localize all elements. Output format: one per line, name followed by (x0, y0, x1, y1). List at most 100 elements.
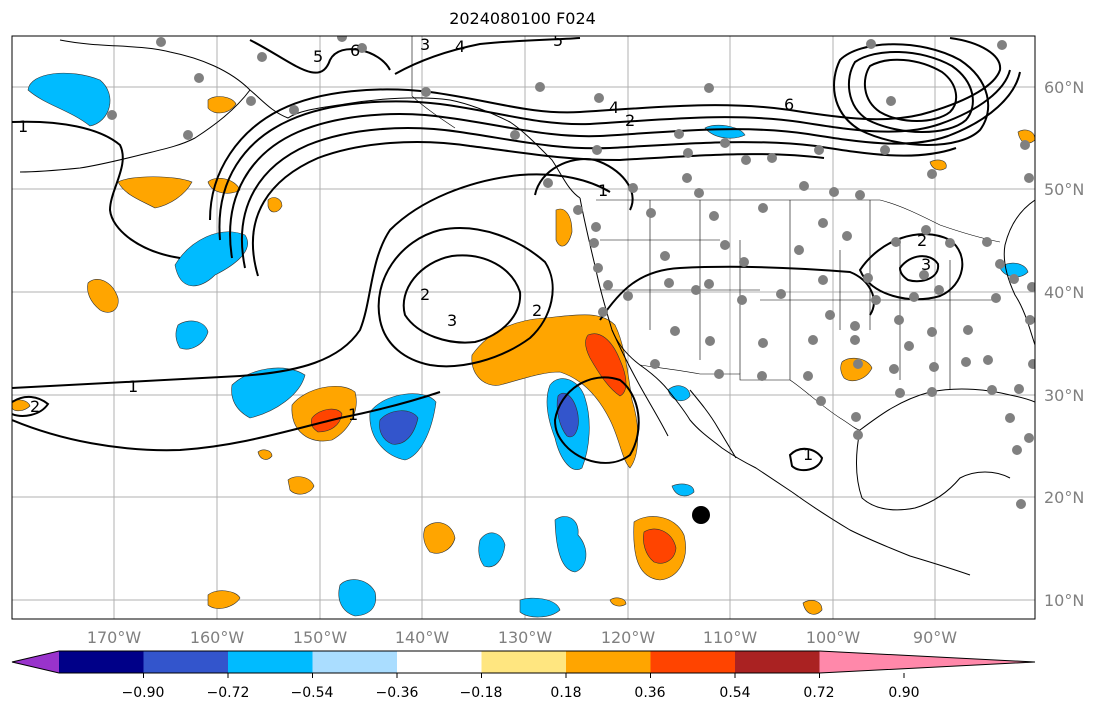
contour-high-ne-2 (848, 50, 974, 133)
colorbar-extend-high (819, 651, 1035, 673)
lat-label: 20°N (1044, 488, 1084, 507)
lon-label: 90°W (913, 628, 957, 647)
colorbar-segment (143, 651, 229, 673)
pos-anomaly-14 (12, 399, 31, 412)
contour-high-ne-3 (863, 58, 958, 122)
colorbar (11, 650, 1036, 678)
contour-mex-small (788, 447, 824, 472)
contour-label: 1 (803, 445, 813, 464)
lon-label: 100°W (806, 628, 861, 647)
colorbar-segment (735, 651, 820, 673)
contour-label: 1 (348, 405, 358, 424)
contour-1-lower-2 (12, 391, 441, 452)
colorbar-tick-label: −0.90 (122, 685, 165, 701)
colorbar-tick-label: 0.18 (550, 685, 581, 701)
contour-label: 2 (625, 111, 635, 130)
colorbar-tick-label: 0.36 (634, 685, 665, 701)
coastline-gulf-of-mexico (859, 388, 1035, 431)
pos-anomaly-4 (423, 522, 456, 554)
contour-east-low-2 (898, 255, 940, 283)
lon-label: 160°W (190, 628, 245, 647)
contour-sw-trough (599, 265, 875, 321)
pos-anomaly-16 (609, 597, 627, 607)
contour-2-west (12, 396, 50, 417)
pos-anomaly-7 (207, 96, 237, 114)
contour-label: 2 (30, 397, 40, 416)
neg-anomaly-6 (478, 532, 506, 568)
pos-anomaly-mex-core (643, 528, 677, 564)
contour-2-center (377, 227, 554, 368)
coastline-mexico-central (791, 491, 971, 576)
colorbar-tick-label: 0.90 (888, 685, 919, 701)
lat-label: 10°N (1044, 591, 1084, 610)
neg-anomaly-7 (175, 320, 209, 350)
contour-jet-1 (209, 37, 1002, 221)
lat-label: 30°N (1044, 386, 1084, 405)
coastline-yucatan (855, 429, 1011, 511)
contour-1-lower (12, 173, 611, 389)
lon-label: 110°W (703, 628, 758, 647)
neg-anomaly-2-core (379, 410, 419, 445)
pos-anomaly-baja-core (585, 333, 627, 397)
coastline-baja (611, 329, 669, 437)
contour-label: 6 (350, 41, 360, 60)
neg-anomaly-3-core (556, 392, 579, 438)
pos-anomaly-8 (207, 590, 241, 609)
coastline-alaska-peninsula (19, 89, 251, 173)
us-canada-border (596, 199, 1001, 243)
colorbar-segment (228, 651, 313, 673)
colorbar-tick-label: 0.72 (803, 685, 834, 701)
lon-label: 120°W (601, 628, 656, 647)
pos-anomaly-5 (287, 476, 315, 495)
pos-anomaly-9 (267, 197, 283, 213)
contour-label: 1 (598, 181, 608, 200)
colorbar-ticks: −0.90 −0.72 −0.54 −0.36 −0.18 0.18 0.36 … (122, 685, 920, 701)
pos-anomaly-1 (117, 176, 193, 209)
colorbar-segment (59, 651, 144, 673)
contour-high-ne (833, 43, 990, 146)
colorbar-extend-low (12, 651, 59, 673)
map-frame (11, 35, 1036, 620)
latitude-labels: 60°N 50°N 40°N 30°N 20°N 10°N (1044, 78, 1084, 610)
contour-label: 3 (420, 35, 430, 54)
contour-label: 6 (784, 95, 794, 114)
contour-upper-1 (249, 39, 391, 74)
colorbar-outline (11, 650, 1036, 674)
contour-label: 2 (917, 231, 927, 250)
lon-label: 130°W (498, 628, 553, 647)
station-markers (107, 36, 1035, 509)
contour-jet-3 (229, 71, 1021, 259)
contour-upper-2 (394, 37, 581, 75)
pos-anomaly-13 (802, 600, 823, 615)
coastlines (19, 39, 1035, 576)
lon-label: 150°W (293, 628, 348, 647)
center-marker (692, 506, 710, 524)
pos-anomaly-11 (1017, 129, 1035, 144)
contour-1-west (12, 120, 181, 259)
contour-label: 4 (455, 37, 465, 56)
us-mexico-border (639, 364, 861, 431)
pos-anomaly-6 (840, 357, 873, 381)
alaska-canada-border (411, 36, 456, 129)
colorbar-segment (566, 651, 651, 673)
neg-anomaly-4 (554, 516, 587, 573)
gridlines (12, 36, 1035, 619)
pos-anomaly-3 (87, 279, 119, 313)
colorbar-tick-label: −0.36 (376, 685, 419, 701)
neg-anomaly-5 (338, 579, 376, 617)
colorbar-segment (650, 651, 736, 673)
neg-anomaly-1 (231, 367, 306, 419)
coastline-gulf (689, 389, 737, 459)
colorbar-tick-label: −0.54 (291, 685, 334, 701)
contour-jet-5 (252, 141, 825, 277)
pos-anomaly-12 (929, 159, 947, 171)
neg-anomaly-12 (671, 483, 695, 497)
contour-3-center (402, 254, 522, 344)
contour-label: 5 (553, 31, 563, 50)
colorbar-segment (312, 651, 398, 673)
contour-label: 1 (18, 117, 28, 136)
colorbar-tick-label: 0.54 (719, 685, 750, 701)
contour-label: 2 (532, 301, 542, 320)
shaded-field (12, 72, 1035, 618)
